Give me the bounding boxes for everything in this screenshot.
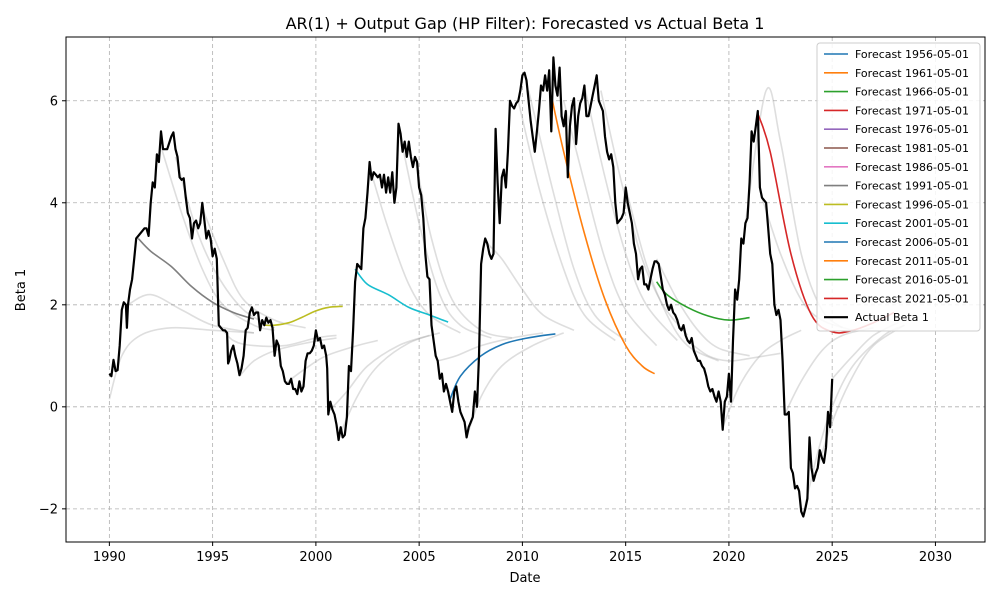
- y-tick-label: 2: [50, 298, 58, 313]
- y-tick-label: −2: [39, 502, 58, 517]
- background-forecast-line: [783, 327, 874, 415]
- y-axis-ticks: −2 0 2 4 6: [39, 94, 66, 517]
- x-tick-label: 2020: [712, 550, 745, 565]
- y-tick-label: 0: [50, 400, 58, 415]
- background-forecast-line: [337, 332, 441, 438]
- background-forecast-line: [527, 90, 627, 342]
- legend-entry-label: Forecast 1976-05-01: [855, 123, 969, 136]
- forecast-line: [449, 333, 556, 400]
- legend-entry-label: Forecast 2001-05-01: [855, 217, 969, 230]
- x-tick-label: 2005: [403, 550, 436, 565]
- legend-entry-label: Forecast 2021-05-01: [855, 292, 969, 305]
- actual-line: [108, 56, 834, 518]
- background-forecast-line: [368, 166, 461, 334]
- plot-frame: [65, 36, 986, 543]
- legend-entry-label: Forecast 2006-05-01: [855, 236, 969, 249]
- legend-entry-label: Forecast 1961-05-01: [855, 67, 969, 80]
- legend-entry-label: Forecast 1956-05-01: [855, 48, 969, 61]
- background-forecast-line: [327, 334, 430, 413]
- legend-entry-label: Forecast 1986-05-01: [855, 161, 969, 174]
- x-tick-label: 2000: [299, 550, 332, 565]
- forecast-line: [550, 95, 656, 375]
- legend-entry-label: Forecast 1966-05-01: [855, 86, 969, 99]
- legend-entry-label: Actual Beta 1: [855, 311, 929, 324]
- background-forecast-line: [160, 146, 275, 332]
- y-tick-label: 4: [50, 196, 58, 211]
- background-forecast-line: [721, 329, 802, 428]
- background-forecast-line: [465, 332, 564, 438]
- forecast-line: [655, 281, 750, 321]
- x-tick-label: 2010: [506, 550, 539, 565]
- background-forecast-line: [583, 85, 678, 342]
- x-axis-ticks: 1990 1995 2000 2005 2010 2015 2020 2025 2030: [93, 542, 952, 565]
- legend-entry-label: Forecast 1971-05-01: [855, 104, 969, 117]
- background-forecast-line: [108, 326, 254, 400]
- background-forecast-line: [517, 100, 616, 342]
- background-forecast-line: [486, 243, 575, 332]
- background-forecast-line: [174, 156, 275, 329]
- background-forecast-line: [655, 258, 750, 357]
- forecast-line: [137, 237, 255, 320]
- x-tick-label: 2030: [919, 550, 952, 565]
- legend-entry-label: Forecast 2011-05-01: [855, 255, 969, 268]
- x-axis-label: Date: [509, 571, 540, 586]
- background-forecast-line: [414, 156, 513, 339]
- legend-entry-label: Forecast 2016-05-01: [855, 274, 969, 287]
- background-forecast-lines: [108, 85, 905, 515]
- actual-line-group: [108, 56, 834, 518]
- legend-box: [816, 42, 981, 332]
- x-tick-label: 1995: [196, 550, 229, 565]
- x-tick-label: 2025: [816, 550, 849, 565]
- legend-entry-label: Forecast 1991-05-01: [855, 180, 969, 193]
- y-axis-label: Beta 1: [14, 269, 29, 311]
- legend-entry-label: Forecast 1981-05-01: [855, 142, 969, 155]
- background-forecast-line: [802, 324, 905, 515]
- background-forecast-line: [127, 293, 255, 334]
- legend-entry-label: Forecast 1996-05-01: [855, 198, 969, 211]
- background-forecast-line: [600, 90, 689, 336]
- forecast-line: [264, 305, 343, 327]
- background-forecast-line: [562, 100, 658, 347]
- background-forecast-line: [437, 332, 544, 362]
- y-tick-label: 6: [50, 94, 58, 109]
- x-tick-label: 1990: [93, 550, 126, 565]
- chart-title: AR(1) + Output Gap (HP Filter): Forecast…: [286, 14, 765, 33]
- x-tick-label: 2015: [609, 550, 642, 565]
- background-forecast-line: [624, 187, 719, 362]
- background-forecast-line: [284, 339, 379, 385]
- background-forecast-line: [397, 126, 492, 339]
- background-forecast-line: [687, 339, 781, 362]
- legend: Forecast 1956-05-01 Forecast 1961-05-01 Fo…: [816, 42, 981, 332]
